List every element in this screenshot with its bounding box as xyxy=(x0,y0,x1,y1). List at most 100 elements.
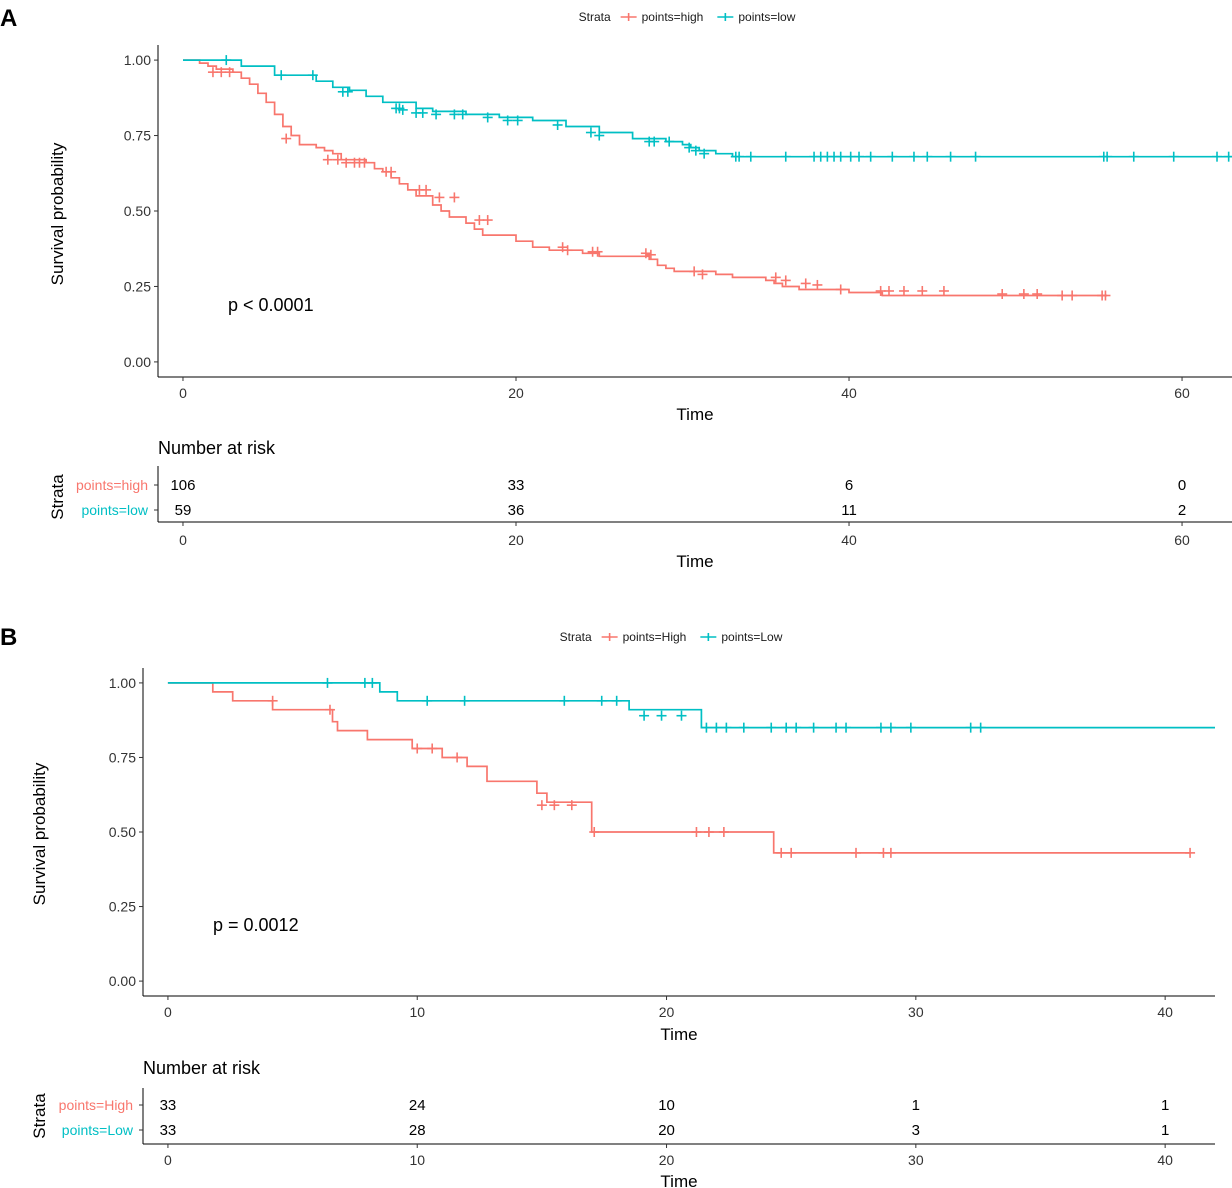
censor-mark xyxy=(887,151,898,162)
censor-mark xyxy=(776,847,787,858)
y-tick-label: 0.75 xyxy=(109,749,136,765)
censor-mark xyxy=(780,151,791,162)
censor-mark xyxy=(835,151,846,162)
legend: Strata points=High points=Low xyxy=(560,630,783,644)
x-tick-label: 0 xyxy=(179,385,187,401)
censor-mark xyxy=(656,710,667,721)
risk-x-tick-label: 40 xyxy=(841,532,857,548)
risk-row-label: points=Low xyxy=(62,1122,134,1138)
censor-mark xyxy=(975,722,986,733)
survival-curve-1 xyxy=(167,682,1215,729)
censor-mark xyxy=(875,722,886,733)
censor-mark xyxy=(831,722,842,733)
y-tick-label: 0.00 xyxy=(124,354,151,370)
risk-x-axis-title: Time xyxy=(660,1172,697,1188)
y-tick-label: 0.25 xyxy=(124,278,151,294)
risk-x-tick-label: 60 xyxy=(1174,532,1190,548)
x-tick-label: 10 xyxy=(409,1004,425,1020)
censor-mark xyxy=(905,722,916,733)
censor-mark xyxy=(865,151,876,162)
censor-mark xyxy=(562,245,573,256)
censor-mark xyxy=(1185,847,1196,858)
censor-mark xyxy=(701,722,712,733)
legend-label: points=Low xyxy=(721,630,782,644)
censor-mark xyxy=(898,285,909,296)
censor-mark xyxy=(386,166,397,177)
y-tick-label: 0.75 xyxy=(124,128,151,144)
risk-x-tick-label: 0 xyxy=(164,1152,172,1168)
censor-mark xyxy=(1168,151,1179,162)
censor-mark xyxy=(422,695,433,706)
censor-mark xyxy=(566,800,577,811)
risk-count: 1 xyxy=(1161,1122,1169,1139)
censor-mark xyxy=(592,246,603,257)
censor-mark xyxy=(781,722,792,733)
censor-mark xyxy=(639,710,650,721)
censor-mark xyxy=(699,148,710,159)
risk-row-label: points=high xyxy=(76,477,148,493)
legend-label: points=low xyxy=(738,10,795,24)
legend-label: points=High xyxy=(623,630,687,644)
censor-mark xyxy=(854,151,865,162)
risk-count: 33 xyxy=(160,1122,177,1139)
risk-x-tick-label: 30 xyxy=(908,1152,924,1168)
censor-mark xyxy=(421,184,432,195)
risk-count: 1 xyxy=(912,1097,920,1114)
panel-letter: B xyxy=(0,624,17,651)
risk-count: 33 xyxy=(508,477,525,494)
risk-count: 11 xyxy=(841,502,857,519)
censor-mark xyxy=(322,154,333,165)
risk-x-tick-label: 10 xyxy=(409,1152,425,1168)
risk-count: 24 xyxy=(409,1097,426,1114)
censor-mark xyxy=(965,722,976,733)
censor-mark xyxy=(885,722,896,733)
risk-count: 36 xyxy=(508,502,525,519)
censor-mark xyxy=(885,847,896,858)
legend-title: Strata xyxy=(560,630,592,644)
risk-table-title: Number at risk xyxy=(143,1058,261,1078)
censor-mark xyxy=(552,119,563,130)
censor-mark xyxy=(1223,151,1232,162)
risk-row-label: points=low xyxy=(81,502,148,518)
p-value: p < 0.0001 xyxy=(228,295,314,315)
risk-count: 20 xyxy=(658,1122,675,1139)
censor-mark xyxy=(434,192,445,203)
censor-mark xyxy=(417,107,428,118)
censor-mark xyxy=(1102,151,1113,162)
censor-mark xyxy=(1067,290,1078,301)
censor-mark xyxy=(427,743,438,754)
censor-mark xyxy=(457,109,468,120)
risk-y-axis-title: Strata xyxy=(48,474,67,520)
censor-mark xyxy=(922,151,933,162)
censor-mark xyxy=(1018,289,1029,299)
censor-mark xyxy=(596,695,607,706)
censor-mark xyxy=(800,278,811,289)
censor-mark xyxy=(970,151,981,162)
censor-mark xyxy=(770,272,781,283)
legend-title: Strata xyxy=(579,10,611,24)
x-tick-label: 20 xyxy=(659,1004,675,1020)
censor-mark xyxy=(224,67,235,78)
censor-mark xyxy=(559,695,570,706)
x-tick-label: 30 xyxy=(908,1004,924,1020)
y-tick-label: 1.00 xyxy=(124,52,151,68)
series-0 xyxy=(167,682,1196,858)
legend-key-0 xyxy=(601,633,618,641)
y-tick-label: 0.50 xyxy=(109,824,136,840)
risk-count: 59 xyxy=(175,502,192,519)
censor-mark xyxy=(276,70,287,81)
censor-mark xyxy=(718,827,729,837)
censor-mark xyxy=(281,133,292,144)
y-tick-label: 0.00 xyxy=(109,973,136,989)
censor-mark xyxy=(945,151,956,162)
panel-a: A Strata points=high points=low 0.00 0.25 0.50… xyxy=(0,5,1232,571)
risk-table-title: Number at risk xyxy=(158,438,276,458)
censor-mark xyxy=(332,154,343,165)
censor-mark xyxy=(397,104,408,115)
survival-curve-1 xyxy=(183,59,1232,158)
censor-mark xyxy=(482,112,493,123)
censor-mark xyxy=(997,289,1008,299)
censor-mark xyxy=(841,722,852,733)
censor-mark xyxy=(786,847,797,858)
y-axis-title: Survival probability xyxy=(48,142,67,285)
